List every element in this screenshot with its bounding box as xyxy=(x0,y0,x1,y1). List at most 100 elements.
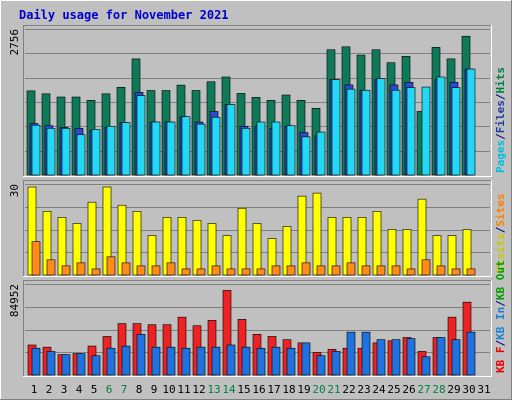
bar-kbin-day-16 xyxy=(256,347,266,376)
bar-sites-day-28 xyxy=(436,265,446,276)
bar-pages-day-18 xyxy=(286,125,296,176)
legend-entry: KB F xyxy=(494,347,507,374)
bar-kbin-day-4 xyxy=(76,353,86,376)
x-tick-label-day-12: 12 xyxy=(192,383,205,396)
x-tick-label-day-19: 19 xyxy=(297,383,310,396)
legend-panel-kb: KB F/KB In/KB Out xyxy=(494,260,507,373)
bar-sites-day-5 xyxy=(91,268,101,276)
bar-sites-day-17 xyxy=(271,265,281,276)
bar-kbin-day-11 xyxy=(181,347,191,376)
bar-pages-day-11 xyxy=(181,116,191,176)
bar-pages-day-15 xyxy=(241,128,251,176)
legend-entry: Sites xyxy=(494,194,507,227)
bar-kbin-day-27 xyxy=(421,356,431,376)
bar-sites-day-11 xyxy=(181,268,191,276)
bar-visits-day-24 xyxy=(372,211,382,276)
bar-kbin-day-23 xyxy=(361,331,371,376)
bar-sites-day-7 xyxy=(121,262,131,276)
x-tick-label-day-10: 10 xyxy=(162,383,175,396)
x-tick-label-day-18: 18 xyxy=(282,383,295,396)
bar-pages-day-26 xyxy=(406,87,416,176)
bar-pages-day-10 xyxy=(166,121,176,176)
bar-pages-day-9 xyxy=(151,121,161,176)
ymax-label-visits: 30 xyxy=(8,184,21,197)
bar-kbin-day-9 xyxy=(151,346,161,376)
bar-sites-day-4 xyxy=(76,262,86,276)
legend-entry: / xyxy=(494,226,507,233)
x-tick-label-day-27: 27 xyxy=(417,383,430,396)
ymax-label-kb: 84952 xyxy=(8,284,21,317)
x-tick-label-day-4: 4 xyxy=(76,383,83,396)
bar-kbin-day-29 xyxy=(451,339,461,376)
bar-sites-day-21 xyxy=(331,265,341,276)
bar-kbin-day-20 xyxy=(316,355,326,376)
bar-pages-day-28 xyxy=(436,76,446,176)
bar-pages-day-25 xyxy=(391,89,401,176)
bar-sites-day-6 xyxy=(106,256,116,276)
bar-visits-day-30 xyxy=(462,229,472,276)
bar-kbin-day-13 xyxy=(211,346,221,376)
x-tick-label-day-21: 21 xyxy=(327,383,340,396)
bar-sites-day-14 xyxy=(226,268,236,276)
bar-pages-day-7 xyxy=(121,122,131,176)
bar-pages-day-4 xyxy=(76,134,86,176)
legend-panel-pages-files-hits: Pages/Files/Hits xyxy=(494,67,507,173)
x-tick-label-day-2: 2 xyxy=(46,383,53,396)
bar-visits-day-16 xyxy=(252,223,262,276)
x-tick-label-day-28: 28 xyxy=(432,383,445,396)
x-tick-label-day-25: 25 xyxy=(387,383,400,396)
bar-sites-day-13 xyxy=(211,265,221,276)
bar-pages-day-8 xyxy=(136,95,146,176)
bar-visits-day-20 xyxy=(312,192,322,276)
x-tick-label-day-22: 22 xyxy=(342,383,355,396)
bar-pages-day-13 xyxy=(211,116,221,176)
bar-kbin-day-17 xyxy=(271,346,281,376)
x-tick-label-day-6: 6 xyxy=(106,383,113,396)
x-tick-label-day-15: 15 xyxy=(237,383,250,396)
bar-sites-day-24 xyxy=(376,265,386,276)
bar-kbin-day-21 xyxy=(331,351,341,376)
bar-pages-day-30 xyxy=(466,68,476,176)
bar-kbin-day-7 xyxy=(121,345,131,376)
x-tick-label-day-9: 9 xyxy=(151,383,158,396)
x-tick-label-day-23: 23 xyxy=(357,383,370,396)
bar-sites-day-16 xyxy=(256,268,266,276)
bar-kbin-day-12 xyxy=(196,346,206,376)
legend-entry: Pages xyxy=(494,140,507,173)
bar-pages-day-12 xyxy=(196,123,206,176)
bar-kbin-day-24 xyxy=(376,339,386,376)
bar-pages-day-2 xyxy=(46,128,56,176)
x-tick-label-day-20: 20 xyxy=(312,383,325,396)
bar-pages-day-19 xyxy=(301,136,311,176)
bar-kbin-day-3 xyxy=(61,354,71,376)
bar-pages-day-6 xyxy=(106,125,116,176)
bar-visits-day-5 xyxy=(87,201,97,276)
bar-kbin-day-6 xyxy=(106,347,116,376)
bar-sites-day-19 xyxy=(301,262,311,276)
x-tick-label-day-13: 13 xyxy=(207,383,220,396)
legend-entry: Visits xyxy=(494,233,507,273)
x-tick-label-day-11: 11 xyxy=(177,383,190,396)
legend-entry: KB In xyxy=(494,307,507,340)
legend-entry: / xyxy=(494,133,507,140)
bar-sites-day-18 xyxy=(286,265,296,276)
legend-entry: / xyxy=(494,340,507,347)
bar-pages-day-17 xyxy=(271,121,281,176)
x-tick-label-day-30: 30 xyxy=(462,383,475,396)
legend-panel-visits-sites: Visits/Sites xyxy=(494,194,507,274)
bar-pages-day-1 xyxy=(31,124,41,176)
bar-sites-day-29 xyxy=(451,268,461,276)
bar-pages-day-29 xyxy=(451,87,461,176)
bar-sites-day-12 xyxy=(196,268,206,276)
bar-sites-day-10 xyxy=(166,262,176,276)
x-tick-label-day-1: 1 xyxy=(31,383,38,396)
x-tick-label-day-8: 8 xyxy=(136,383,143,396)
bar-kbin-day-26 xyxy=(406,338,416,376)
bar-kbin-day-25 xyxy=(391,339,401,376)
x-tick-label-day-26: 26 xyxy=(402,383,415,396)
bar-kbin-day-28 xyxy=(436,337,446,376)
bar-sites-day-23 xyxy=(361,265,371,276)
bar-kbin-day-10 xyxy=(166,346,176,376)
bar-visits-day-12 xyxy=(192,220,202,276)
